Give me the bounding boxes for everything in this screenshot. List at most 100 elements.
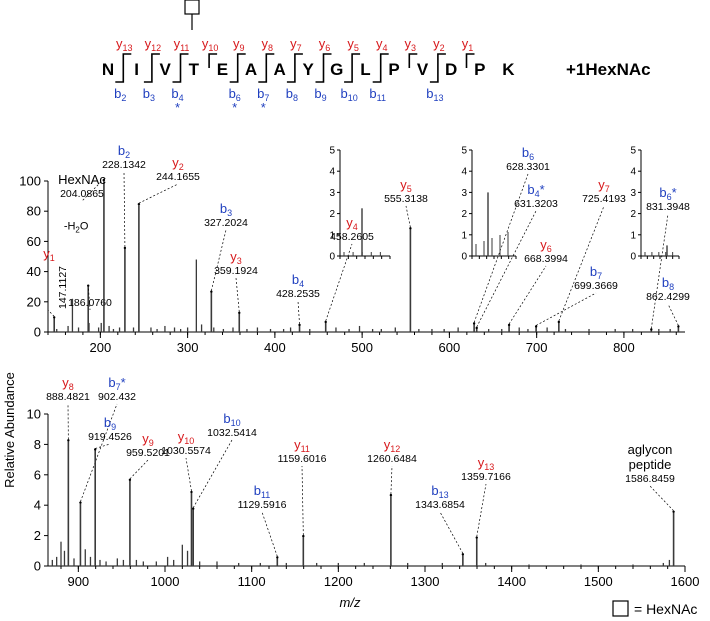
- peak-dot: [190, 490, 193, 494]
- b-cleavage-mark: [143, 68, 153, 83]
- inset-y-tick-label: 4: [461, 167, 467, 178]
- water-loss-label: -H2O: [64, 220, 89, 234]
- x-tick-label: 900: [67, 574, 89, 589]
- inset-y-tick-label: 1: [630, 230, 636, 241]
- leader-line: [185, 457, 192, 492]
- mz-label: 327.2024: [204, 217, 248, 229]
- peak-dot: [102, 178, 106, 182]
- seq-y-label: y7: [290, 36, 302, 53]
- residue: A: [245, 60, 257, 79]
- peak-dot: [53, 316, 56, 319]
- x-tick-label: 400: [264, 340, 286, 355]
- inset-y-tick-label: 3: [630, 188, 636, 199]
- leader-line: [81, 178, 105, 202]
- residue: D: [445, 60, 457, 79]
- peak-dot: [324, 320, 327, 324]
- ion-label: b13: [431, 483, 448, 500]
- peak-dot: [461, 553, 465, 556]
- mz-label: 1343.6854: [415, 499, 465, 511]
- peak-dot: [534, 325, 538, 328]
- peak-dot: [128, 478, 132, 482]
- b-cleavage-mark: [172, 68, 182, 83]
- seq-y-label: y10: [202, 36, 219, 53]
- seq-y-label: y9: [233, 36, 245, 53]
- inset-y-tick-label: 2: [630, 209, 636, 220]
- x-tick-label: 1600: [671, 574, 700, 589]
- seq-b-label: b8: [286, 86, 298, 103]
- seq-b-label: b11: [369, 86, 386, 103]
- peak-dot: [87, 284, 90, 287]
- peak-dot: [409, 227, 412, 230]
- leader-line: [535, 292, 597, 326]
- spectrum-panel-high-mz: 0 2 4 6 8 10 900 1000 1100 1200 1300 1400 1500 1600 88…: [27, 375, 700, 589]
- mz-label: 888.4821: [46, 391, 90, 403]
- mz-label: 244.1655: [156, 171, 200, 183]
- mz-label: 1359.7166: [461, 471, 511, 483]
- mz-label: 862.4299: [646, 291, 690, 303]
- ion-label: y8: [62, 375, 74, 392]
- leader-line: [261, 511, 278, 557]
- peak-dot: [302, 534, 305, 538]
- mz-label: 1159.6016: [278, 453, 327, 465]
- ion-label: y9: [142, 431, 154, 448]
- peak-dot: [298, 323, 301, 327]
- ion-label: b7: [590, 264, 602, 281]
- mz-label: 725.4193: [582, 193, 626, 205]
- leader-line: [439, 511, 464, 554]
- peak-dot: [389, 493, 393, 497]
- peak-dot: [507, 323, 511, 327]
- y-tick-label: 6: [34, 467, 41, 482]
- x-tick-label: 300: [177, 340, 199, 355]
- seq-b-label: b2: [114, 86, 126, 103]
- peak-dot: [93, 448, 97, 451]
- leader-line: [47, 309, 55, 317]
- leader-line: [297, 300, 300, 324]
- mz-label: 959.5201: [126, 447, 170, 459]
- x-tick-label: 1100: [238, 574, 266, 589]
- seq-b-star: *: [232, 100, 237, 115]
- y-tick-label: 100: [19, 174, 41, 189]
- peak-dot: [677, 325, 680, 328]
- mz-label: 668.3994: [524, 253, 568, 265]
- peak-label: HexNAc: [58, 172, 106, 187]
- seq-y-label: y12: [145, 36, 162, 53]
- peak-dot: [238, 311, 241, 315]
- seq-y-label: y4: [376, 36, 388, 53]
- ion-label: y2: [172, 155, 184, 172]
- x-tick-label: 500: [351, 340, 373, 355]
- b-cleavage-mark: [315, 68, 325, 83]
- residue: P: [388, 60, 399, 79]
- seq-y-label: y3: [405, 36, 417, 53]
- mz-label: 699.3669: [574, 280, 618, 292]
- b-cleavage-mark: [115, 68, 125, 83]
- peak-dot: [672, 510, 675, 513]
- seq-y-label: y13: [116, 36, 133, 53]
- peak-dot: [210, 290, 213, 293]
- mz-label: 555.3138: [384, 193, 428, 205]
- leader-line: [80, 403, 118, 502]
- mz-label: 902.432: [98, 391, 136, 403]
- mz-label: 1260.6484: [367, 453, 417, 465]
- ion-label: y6: [540, 237, 552, 254]
- leader-line: [667, 303, 679, 326]
- inset-y-tick-label: 1: [461, 230, 467, 241]
- mz-label: 428.2535: [276, 288, 320, 300]
- zoom-inset: 0 1 2 3 4 5: [329, 146, 391, 263]
- mz-label: 228.1342: [102, 159, 146, 171]
- y-cleavage-mark: [437, 53, 446, 68]
- legend-text: = HexNAc: [634, 601, 697, 617]
- seq-b-label: b9: [314, 86, 326, 103]
- x-tick-label: 600: [439, 340, 461, 355]
- ion-label: b9: [104, 415, 116, 432]
- residue: N: [102, 60, 114, 79]
- y-cleavage-mark: [236, 53, 246, 68]
- hexnac-legend-square-icon: [612, 600, 629, 617]
- y-cleavage-mark: [122, 53, 132, 68]
- y-tick-label: 40: [27, 264, 41, 279]
- leader-line: [650, 213, 669, 329]
- y-cleavage-mark: [351, 53, 361, 68]
- seq-b-star: *: [261, 100, 266, 115]
- seq-y-label: y1: [462, 36, 474, 53]
